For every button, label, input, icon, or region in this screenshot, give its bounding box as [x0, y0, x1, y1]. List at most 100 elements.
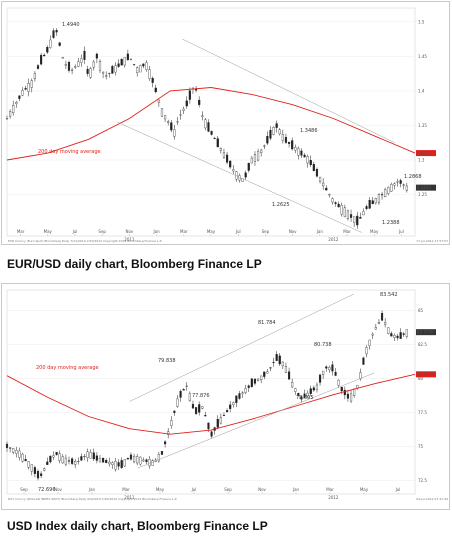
candle-body — [207, 122, 210, 132]
candle-body — [247, 385, 250, 388]
candle-body — [356, 215, 359, 226]
candle-body — [40, 55, 43, 65]
x-tick-label: Nov — [125, 229, 133, 234]
candle-body — [120, 460, 123, 468]
candle-body — [269, 130, 272, 139]
candle-body — [235, 395, 238, 403]
candle-body — [5, 443, 9, 448]
candle-body — [179, 114, 182, 116]
candle-body — [61, 456, 64, 464]
candle-body — [198, 99, 201, 105]
y-tick-label: 77.5 — [418, 410, 427, 415]
moving-average-label: 200 day moving average — [36, 365, 99, 371]
candle-body — [129, 454, 133, 460]
candle-body — [77, 460, 80, 462]
candle-body — [253, 154, 257, 162]
candle-body — [167, 431, 170, 435]
candle-body — [111, 462, 114, 466]
usd-index-chart-caption: USD Index daily chart, Bloomberg Finance… — [7, 519, 268, 533]
candle-body — [170, 420, 173, 426]
channel-line-lower — [137, 372, 375, 469]
candle-body — [269, 367, 272, 369]
candle-body — [278, 355, 281, 365]
candle-body — [12, 448, 15, 453]
value-annotation: 1.2868 — [404, 174, 422, 180]
candle-body — [229, 160, 232, 168]
x-tick-label: Sep — [262, 229, 270, 234]
candle-body — [139, 456, 142, 465]
x-tick-label: Mar — [180, 229, 188, 234]
candle-body — [371, 333, 374, 336]
candle-body — [77, 61, 80, 67]
candle-body — [114, 460, 117, 470]
candle-body — [300, 396, 303, 400]
candle-body — [173, 410, 176, 413]
candle-body — [95, 53, 98, 59]
candle-body — [24, 459, 27, 462]
candle-body — [256, 378, 260, 381]
candle-body — [136, 67, 139, 73]
chart-footer-timestamp: 04-Jul-2012 07:41:49 — [416, 497, 448, 501]
candle-body — [396, 335, 399, 339]
candle-body — [325, 366, 328, 369]
chart-footer-timestamp: 17-Jul-2012 17:57:57 — [416, 239, 448, 243]
y-tick-label: 80 — [418, 376, 424, 381]
candle-body — [390, 333, 393, 337]
candle-body — [191, 404, 195, 409]
candle-body — [15, 102, 18, 104]
candle-body — [148, 459, 151, 467]
candle-body — [52, 455, 55, 458]
candle-body — [362, 357, 365, 365]
value-annotation: 79.838 — [158, 358, 176, 364]
y-tick-label: 85 — [418, 308, 424, 313]
value-annotation: 81.784 — [258, 320, 276, 326]
candle-body — [120, 58, 123, 66]
candle-body — [275, 354, 278, 361]
candle-body — [126, 53, 129, 61]
moving-average-line — [6, 373, 416, 435]
candle-body — [284, 137, 288, 143]
x-tick-label: Nov — [289, 229, 297, 234]
candle-body — [114, 65, 117, 73]
value-annotation: 78.095 — [296, 395, 314, 401]
candle-body — [173, 129, 176, 137]
last-price-tag-bg — [416, 329, 436, 336]
candle-body — [33, 73, 36, 80]
candle-body — [83, 456, 86, 458]
candle-body — [80, 456, 83, 461]
candle-body — [331, 198, 334, 203]
candle-body — [55, 451, 58, 455]
candle-body — [15, 450, 18, 454]
chart-footer-source: EUR Curncy (Euro Spot) Bloomberg Daily 7… — [8, 239, 162, 243]
candle-body — [49, 455, 52, 463]
candle-body — [67, 460, 71, 462]
candle-body — [182, 389, 185, 391]
candle-body — [12, 104, 15, 114]
candle-body — [287, 371, 291, 380]
candle-body — [312, 387, 315, 391]
x-tick-label: May — [370, 229, 379, 234]
candle-body — [185, 100, 188, 107]
candle-body — [24, 88, 27, 90]
candle-body — [306, 156, 309, 164]
candle-body — [312, 164, 315, 172]
candle-body — [225, 154, 229, 163]
candle-body — [179, 391, 182, 398]
candle-body — [61, 57, 64, 59]
candle-body — [133, 64, 136, 65]
candle-body — [272, 361, 275, 363]
x-tick-label: Nov — [258, 487, 266, 492]
candle-body — [108, 73, 111, 74]
candle-body — [260, 149, 263, 153]
y-tick-label: 72.5 — [418, 478, 427, 483]
candle-body — [356, 384, 359, 389]
usd-index-chart: 85 82.5 80 77.5 75 72.5 Sep Nov Jan Mar May Jul Sep N… — [5, 289, 448, 501]
chart-footer-source: DXY Curncy (DOLLAR INDEX SPOT) Bloomberg… — [8, 497, 177, 501]
x-tick-label: May — [44, 229, 53, 234]
candle-body — [157, 99, 160, 103]
candle-body — [98, 458, 102, 463]
x-tick-label: Jul — [395, 487, 401, 492]
candle-body — [142, 459, 145, 462]
candle-body — [49, 39, 52, 48]
candle-body — [303, 393, 306, 398]
